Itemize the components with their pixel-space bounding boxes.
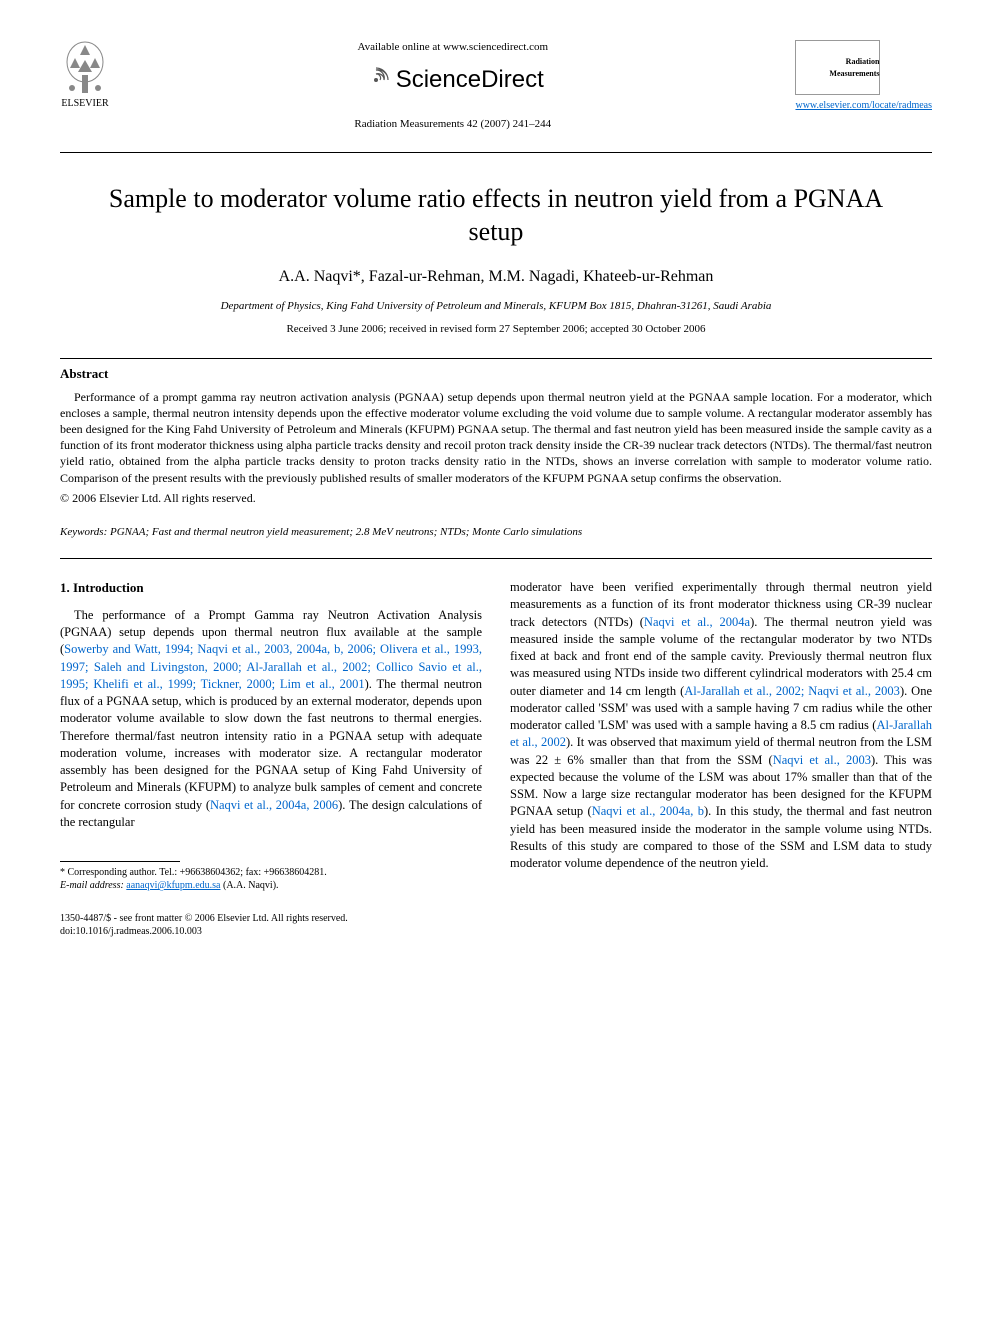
- elsevier-logo: ELSEVIER: [60, 40, 110, 111]
- body-columns: 1. Introduction The performance of a Pro…: [60, 579, 932, 938]
- dates-line: Received 3 June 2006; received in revise…: [60, 322, 932, 337]
- abstract-bottom-rule: [60, 558, 932, 559]
- intro-refs-2[interactable]: Naqvi et al., 2004a, 2006: [210, 798, 338, 812]
- elsevier-tree-icon: [60, 40, 110, 95]
- elsevier-label: ELSEVIER: [61, 97, 108, 111]
- journal-url-link[interactable]: www.elsevier.com/locate/radmeas: [795, 100, 932, 111]
- doi-line: doi:10.1016/j.radmeas.2006.10.003: [60, 925, 482, 938]
- available-online-text: Available online at www.sciencedirect.co…: [130, 40, 775, 55]
- right-column: moderator have been verified experimenta…: [510, 579, 932, 938]
- corresponding-author: * Corresponding author. Tel.: +966386043…: [60, 866, 482, 879]
- bottom-info: 1350-4487/$ - see front matter © 2006 El…: [60, 912, 482, 938]
- email-link[interactable]: aanaqvi@kfupm.edu.sa: [126, 880, 220, 891]
- intro-r-refs-1[interactable]: Naqvi et al., 2004a: [644, 615, 750, 629]
- abstract-heading: Abstract: [60, 365, 932, 383]
- abstract-text: Performance of a prompt gamma ray neutro…: [60, 389, 932, 486]
- authors-line: A.A. Naqvi*, Fazal-ur-Rehman, M.M. Nagad…: [60, 266, 932, 288]
- top-rule: [60, 152, 932, 153]
- intro-r-refs-2[interactable]: Al-Jarallah et al., 2002; Naqvi et al., …: [684, 684, 900, 698]
- abstract-top-rule: [60, 358, 932, 359]
- keywords-label: Keywords:: [60, 526, 107, 538]
- intro-r-refs-5[interactable]: Naqvi et al., 2004a, b: [592, 804, 704, 818]
- journal-cover-image: Radiation Measurements: [795, 40, 880, 95]
- left-column: 1. Introduction The performance of a Pro…: [60, 579, 482, 938]
- footnote-rule: [60, 861, 180, 862]
- center-header: Available online at www.sciencedirect.co…: [110, 40, 795, 132]
- article-title: Sample to moderator volume ratio effects…: [100, 183, 892, 248]
- issn-line: 1350-4487/$ - see front matter © 2006 El…: [60, 912, 482, 925]
- sciencedirect-text: ScienceDirect: [396, 63, 544, 97]
- abstract-section: Abstract Performance of a prompt gamma r…: [60, 365, 932, 507]
- intro-para-left: The performance of a Prompt Gamma ray Ne…: [60, 607, 482, 831]
- email-author-name: (A.A. Naqvi).: [220, 880, 278, 891]
- copyright-line: © 2006 Elsevier Ltd. All rights reserved…: [60, 490, 932, 507]
- keywords-line: Keywords: PGNAA; Fast and thermal neutro…: [60, 525, 932, 540]
- abstract-body: Performance of a prompt gamma ray neutro…: [60, 390, 932, 485]
- footnote-block: * Corresponding author. Tel.: +966386043…: [60, 866, 482, 892]
- journal-cover-title: Radiation Measurements: [796, 56, 879, 78]
- email-label: E-mail address:: [60, 880, 124, 891]
- journal-cover-block: Radiation Measurements www.elsevier.com/…: [795, 40, 932, 113]
- intro-heading: 1. Introduction: [60, 579, 482, 597]
- header-row: ELSEVIER Available online at www.science…: [60, 40, 932, 132]
- journal-reference: Radiation Measurements 42 (2007) 241–244: [130, 117, 775, 132]
- affiliation-line: Department of Physics, King Fahd Univers…: [60, 299, 932, 314]
- sciencedirect-swirl-icon: [362, 66, 390, 94]
- intro-text-2: ). The thermal neutron flux of a PGNAA s…: [60, 677, 482, 812]
- intro-para-right: moderator have been verified experimenta…: [510, 579, 932, 872]
- email-line: E-mail address: aanaqvi@kfupm.edu.sa (A.…: [60, 879, 482, 892]
- intro-r-refs-4[interactable]: Naqvi et al., 2003: [773, 753, 871, 767]
- keywords-text: PGNAA; Fast and thermal neutron yield me…: [107, 526, 582, 538]
- sciencedirect-logo: ScienceDirect: [362, 63, 544, 97]
